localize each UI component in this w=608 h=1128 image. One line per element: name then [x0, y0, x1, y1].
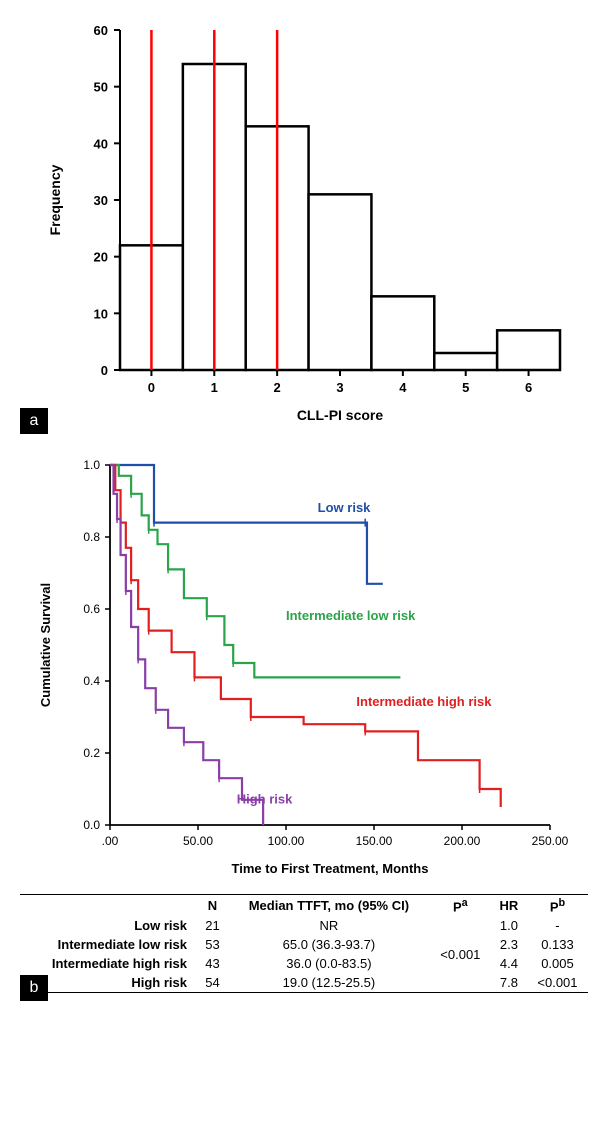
svg-text:5: 5: [462, 380, 469, 395]
histogram-chart: 0 10 20 30 40 50 60 0 1 2 3 4 5 6 CLL-PI score Frequenc…: [20, 20, 580, 440]
svg-text:Cumulative Survival: Cumulative Survival: [38, 583, 53, 707]
svg-text:Frequency: Frequency: [47, 164, 63, 235]
panel-a: 0 10 20 30 40 50 60 0 1 2 3 4 5 6 CLL-PI score Frequenc…: [20, 20, 588, 445]
svg-text:1.0: 1.0: [83, 458, 100, 472]
panel-label-b: b: [20, 975, 48, 1001]
svg-text:20: 20: [94, 250, 108, 265]
col-hr: HR: [491, 895, 527, 917]
svg-text:6: 6: [525, 380, 532, 395]
col-pa: Pa: [430, 895, 491, 917]
panel-b: 0.0 0.2 0.4 0.6 0.8 1.0 .00 50.00 100.00 150.00 20…: [20, 455, 588, 997]
svg-text:CLL-PI score: CLL-PI score: [297, 407, 384, 423]
svg-text:Time to First Treatment, Month: Time to First Treatment, Months: [232, 861, 429, 876]
svg-text:Low risk: Low risk: [318, 500, 372, 515]
svg-text:30: 30: [94, 193, 108, 208]
svg-text:150.00: 150.00: [356, 834, 393, 848]
svg-text:Intermediate low risk: Intermediate low risk: [286, 608, 416, 623]
svg-text:2: 2: [274, 380, 281, 395]
svg-text:50: 50: [94, 80, 108, 95]
svg-text:0: 0: [148, 380, 155, 395]
svg-text:4: 4: [399, 380, 407, 395]
svg-text:0.8: 0.8: [83, 530, 100, 544]
svg-text:0.4: 0.4: [83, 674, 100, 688]
svg-text:1: 1: [211, 380, 218, 395]
col-n: N: [197, 895, 228, 917]
svg-text:High risk: High risk: [237, 791, 293, 806]
table-row: Intermediate high risk 43 36.0 (0.0-83.5…: [20, 954, 588, 973]
svg-text:3: 3: [336, 380, 343, 395]
panel-label-a: a: [20, 408, 48, 434]
stats-table: N Median TTFT, mo (95% CI) Pa HR Pb Low …: [20, 894, 588, 993]
svg-text:0: 0: [101, 363, 108, 378]
svg-text:50.00: 50.00: [183, 834, 213, 848]
svg-text:40: 40: [94, 136, 108, 151]
svg-text:Intermediate high risk: Intermediate high risk: [356, 694, 492, 709]
svg-text:10: 10: [94, 306, 108, 321]
svg-text:0.6: 0.6: [83, 602, 100, 616]
svg-text:100.00: 100.00: [268, 834, 305, 848]
svg-text:0.2: 0.2: [83, 746, 100, 760]
col-pb: Pb: [527, 895, 588, 917]
table-row: High risk 54 19.0 (12.5-25.5) 7.8 <0.001: [20, 973, 588, 993]
col-ttft: Median TTFT, mo (95% CI): [228, 895, 430, 917]
svg-text:.00: .00: [102, 834, 119, 848]
svg-text:200.00: 200.00: [444, 834, 481, 848]
svg-text:0.0: 0.0: [83, 818, 100, 832]
svg-text:250.00: 250.00: [532, 834, 569, 848]
table-row: Intermediate low risk 53 65.0 (36.3-93.7…: [20, 935, 588, 954]
survival-chart: 0.0 0.2 0.4 0.6 0.8 1.0 .00 50.00 100.00 150.00 20…: [20, 455, 580, 885]
table-row: Low risk 21 NR <0.001 1.0 -: [20, 916, 588, 935]
svg-text:60: 60: [94, 23, 108, 38]
